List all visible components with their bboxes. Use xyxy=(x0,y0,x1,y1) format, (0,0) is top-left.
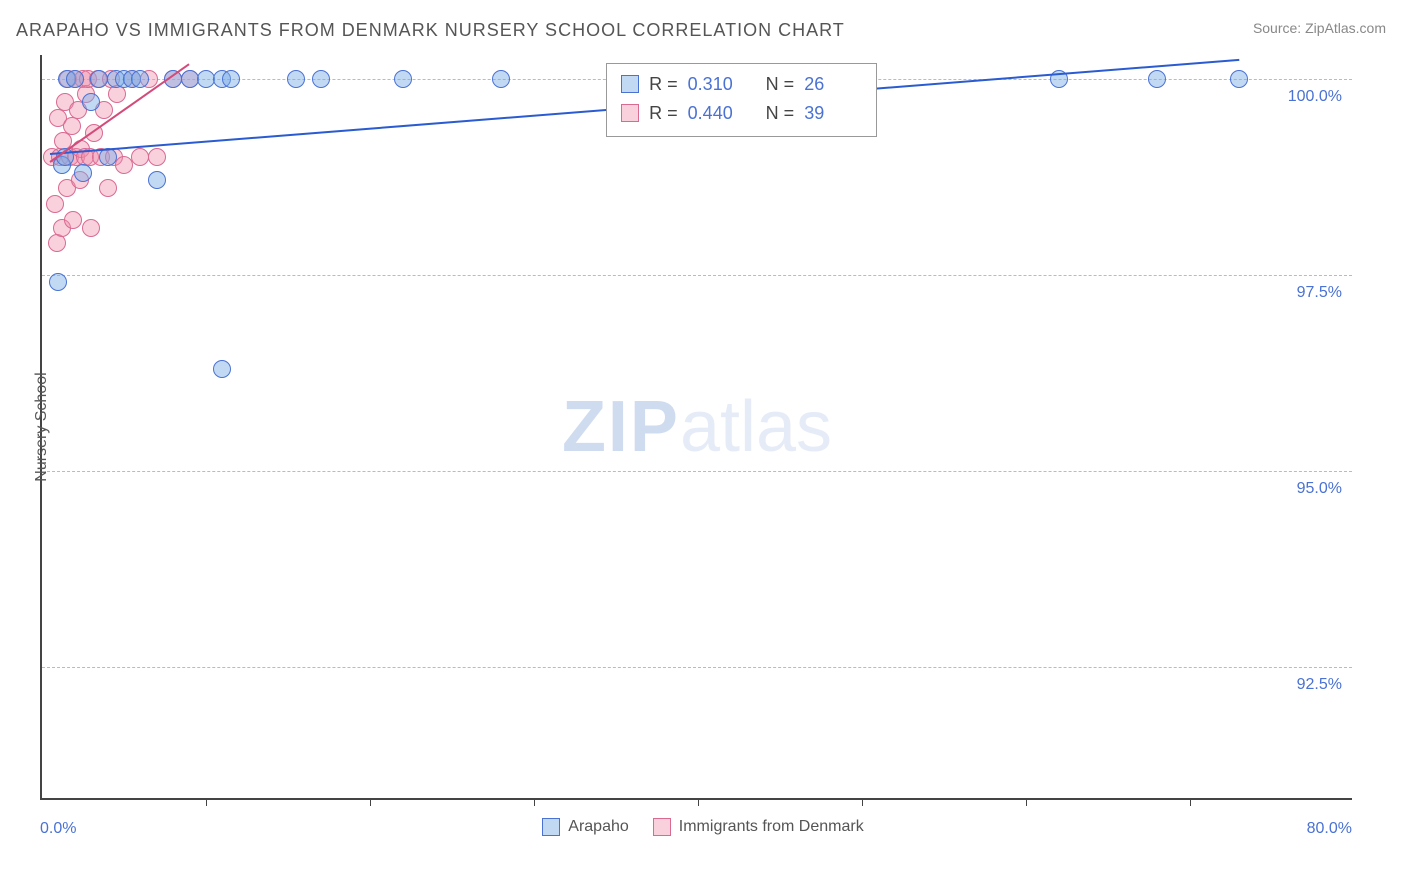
source-label: Source: ZipAtlas.com xyxy=(1253,20,1386,36)
point-denmark xyxy=(131,148,149,166)
stats-r-value: 0.440 xyxy=(688,99,746,128)
point-arapaho xyxy=(312,70,330,88)
legend-label: Immigrants from Denmark xyxy=(679,818,864,836)
stats-n-label: N = xyxy=(766,70,795,99)
y-tick-label: 95.0% xyxy=(1297,480,1342,498)
point-arapaho xyxy=(49,273,67,291)
legend-item: Immigrants from Denmark xyxy=(653,818,864,836)
plot-area: Nursery School ZIPatlas 100.0%97.5%95.0%… xyxy=(40,55,1352,800)
point-arapaho xyxy=(287,70,305,88)
point-arapaho xyxy=(197,70,215,88)
stats-r-label: R = xyxy=(649,99,678,128)
y-tick-label: 100.0% xyxy=(1288,88,1342,106)
stats-swatch-icon xyxy=(621,104,639,122)
x-tick xyxy=(206,798,207,806)
point-arapaho xyxy=(492,70,510,88)
gridline xyxy=(42,667,1352,668)
y-tick-label: 92.5% xyxy=(1297,676,1342,694)
point-arapaho xyxy=(74,164,92,182)
point-arapaho xyxy=(181,70,199,88)
gridline xyxy=(42,471,1352,472)
y-axis-label: Nursery School xyxy=(33,372,51,481)
watermark: ZIPatlas xyxy=(562,386,832,468)
point-arapaho xyxy=(1230,70,1248,88)
x-tick xyxy=(862,798,863,806)
legend-label: Arapaho xyxy=(568,818,629,836)
stats-n-value: 26 xyxy=(804,70,862,99)
point-arapaho xyxy=(82,93,100,111)
stats-row: R = 0.440 N = 39 xyxy=(621,99,862,128)
point-denmark xyxy=(63,117,81,135)
stats-r-value: 0.310 xyxy=(688,70,746,99)
point-denmark xyxy=(82,219,100,237)
legend-swatch-icon xyxy=(653,818,671,836)
point-denmark xyxy=(64,211,82,229)
stats-box: R = 0.310 N = 26 R = 0.440 N = 39 xyxy=(606,63,877,137)
stats-swatch-icon xyxy=(621,75,639,93)
x-tick xyxy=(1026,798,1027,806)
legend-item: Arapaho xyxy=(542,818,629,836)
point-arapaho xyxy=(66,70,84,88)
point-arapaho xyxy=(148,171,166,189)
point-arapaho xyxy=(90,70,108,88)
y-tick-label: 97.5% xyxy=(1297,284,1342,302)
point-denmark xyxy=(108,85,126,103)
point-arapaho xyxy=(394,70,412,88)
point-denmark xyxy=(148,148,166,166)
watermark-text-a: ZIP xyxy=(562,387,680,467)
chart-title: ARAPAHO VS IMMIGRANTS FROM DENMARK NURSE… xyxy=(16,20,845,41)
x-tick xyxy=(698,798,699,806)
point-arapaho xyxy=(131,70,149,88)
x-tick xyxy=(1190,798,1191,806)
point-arapaho xyxy=(1148,70,1166,88)
point-arapaho xyxy=(222,70,240,88)
bottom-legend: Arapaho Immigrants from Denmark xyxy=(0,818,1406,841)
point-denmark xyxy=(115,156,133,174)
legend-swatch-icon xyxy=(542,818,560,836)
point-denmark xyxy=(48,234,66,252)
stats-n-label: N = xyxy=(766,99,795,128)
x-tick xyxy=(370,798,371,806)
point-arapaho xyxy=(213,360,231,378)
stats-row: R = 0.310 N = 26 xyxy=(621,70,862,99)
stats-r-label: R = xyxy=(649,70,678,99)
watermark-text-b: atlas xyxy=(680,387,832,467)
x-tick xyxy=(534,798,535,806)
stats-n-value: 39 xyxy=(804,99,862,128)
point-denmark xyxy=(46,195,64,213)
gridline xyxy=(42,275,1352,276)
point-denmark xyxy=(99,179,117,197)
